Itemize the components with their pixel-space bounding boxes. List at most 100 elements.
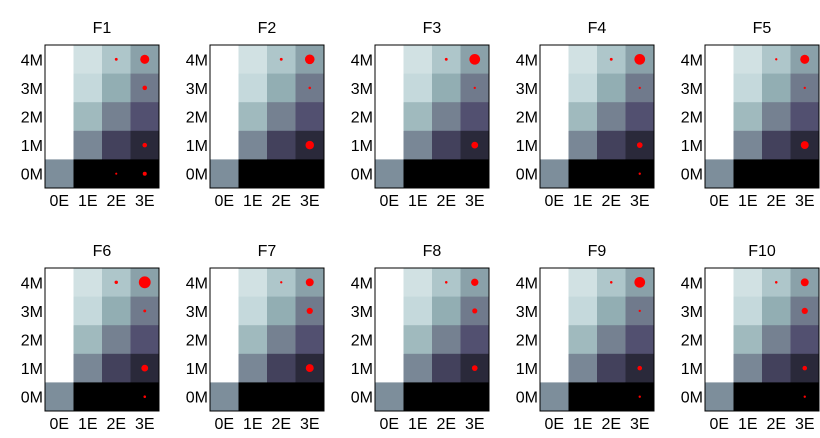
panel-title: F10 bbox=[748, 243, 776, 260]
heatmap-cell bbox=[210, 353, 239, 383]
x-tick-label: 2E bbox=[436, 416, 456, 433]
y-tick-label: 0M bbox=[351, 167, 373, 184]
heatmap-cell bbox=[568, 296, 598, 326]
x-tick-label: 2E bbox=[601, 416, 621, 433]
heatmap-cell bbox=[597, 296, 626, 326]
heatmap-cell bbox=[210, 382, 239, 412]
data-marker bbox=[305, 140, 314, 150]
panel-title: F8 bbox=[423, 243, 442, 260]
heatmap-cell bbox=[130, 325, 160, 355]
data-marker bbox=[305, 278, 314, 287]
heatmap-cell bbox=[568, 268, 598, 297]
axes-frame bbox=[539, 44, 655, 189]
heatmap-cell bbox=[238, 268, 268, 297]
x-tick-label: 3E bbox=[795, 416, 815, 433]
x-tick-label: 0E bbox=[544, 193, 564, 210]
y-tick-label: 2M bbox=[681, 333, 703, 350]
heatmap-cell bbox=[102, 353, 131, 383]
heatmap-cell bbox=[73, 45, 103, 74]
panel-F2: F2 4M 3M 2M 1M 0M 0E 1E 2E 3E bbox=[186, 20, 325, 210]
x-tick-label: 3E bbox=[300, 193, 320, 210]
heatmap-cell bbox=[45, 296, 74, 326]
x-tick-label: 2E bbox=[106, 193, 126, 210]
heatmap-cell bbox=[210, 130, 239, 160]
heatmap-cell bbox=[403, 130, 433, 160]
data-marker bbox=[803, 395, 806, 398]
heatmap-cell bbox=[375, 353, 404, 383]
data-marker bbox=[140, 54, 150, 64]
x-tick-label: 1E bbox=[573, 193, 593, 210]
y-tick-label: 4M bbox=[351, 275, 373, 292]
heatmap-cell bbox=[45, 382, 74, 412]
data-marker bbox=[444, 57, 448, 61]
x-tick-label: 3E bbox=[630, 193, 650, 210]
axes-frame bbox=[44, 44, 160, 189]
y-tick-label: 3M bbox=[186, 81, 208, 98]
heatmap-cell bbox=[432, 102, 461, 132]
x-tick-label: 2E bbox=[106, 416, 126, 433]
data-marker bbox=[800, 141, 809, 150]
heatmap-cell bbox=[45, 102, 74, 132]
x-tick-label: 1E bbox=[243, 416, 263, 433]
data-marker bbox=[471, 365, 478, 371]
y-tick-label: 0M bbox=[21, 390, 43, 407]
data-marker bbox=[114, 57, 118, 61]
x-tick-label: 1E bbox=[78, 416, 98, 433]
y-tick-label: 4M bbox=[186, 52, 208, 69]
heatmap-cell bbox=[733, 268, 763, 297]
y-tick-label: 2M bbox=[351, 333, 373, 350]
y-tick-label: 3M bbox=[681, 81, 703, 98]
x-tick-label: 0E bbox=[709, 416, 729, 433]
heatmap-cell bbox=[210, 73, 239, 103]
heatmap-cell bbox=[375, 73, 404, 103]
heatmap-cell bbox=[762, 353, 791, 383]
y-tick-label: 4M bbox=[516, 52, 538, 69]
panel-F3: F3 4M 3M 2M 1M 0M 0E 1E 2E 3E bbox=[351, 20, 490, 210]
heatmap-cell bbox=[238, 73, 268, 103]
x-tick-label: 0E bbox=[709, 193, 729, 210]
heatmap-cell bbox=[45, 45, 74, 74]
data-marker bbox=[472, 308, 478, 314]
y-tick-label: 1M bbox=[516, 361, 538, 378]
x-tick-label: 3E bbox=[795, 193, 815, 210]
axes-frame bbox=[539, 267, 655, 412]
heatmap-cell bbox=[432, 353, 461, 383]
heatmap-cell bbox=[733, 325, 763, 355]
data-marker bbox=[638, 395, 641, 398]
heatmap-cell bbox=[73, 159, 103, 189]
heatmap-cell bbox=[597, 159, 626, 189]
y-tick-label: 2M bbox=[351, 110, 373, 127]
y-tick-label: 2M bbox=[21, 333, 43, 350]
y-tick-label: 4M bbox=[186, 275, 208, 292]
x-tick-label: 1E bbox=[738, 193, 758, 210]
y-tick-label: 1M bbox=[21, 361, 43, 378]
data-marker bbox=[801, 307, 808, 315]
data-marker bbox=[471, 278, 479, 286]
y-tick-label: 1M bbox=[21, 138, 43, 155]
heatmap-cell bbox=[73, 325, 103, 355]
y-tick-label: 3M bbox=[681, 304, 703, 321]
y-tick-label: 2M bbox=[516, 110, 538, 127]
data-marker bbox=[800, 278, 809, 287]
x-tick-label: 1E bbox=[78, 193, 98, 210]
y-tick-label: 4M bbox=[681, 275, 703, 292]
x-tick-label: 2E bbox=[766, 416, 786, 433]
heatmap-cell bbox=[210, 102, 239, 132]
x-tick-label: 0E bbox=[379, 416, 399, 433]
y-tick-label: 3M bbox=[21, 81, 43, 98]
heatmap-cell bbox=[403, 353, 433, 383]
data-marker bbox=[634, 53, 646, 65]
heatmap-cell bbox=[733, 130, 763, 160]
heatmap-cell bbox=[790, 325, 820, 355]
heatmap-cell bbox=[733, 73, 763, 103]
heatmap-cell bbox=[267, 159, 296, 189]
y-tick-label: 3M bbox=[516, 81, 538, 98]
heatmap-cell bbox=[460, 102, 490, 132]
x-tick-label: 3E bbox=[465, 193, 485, 210]
heatmap-cell bbox=[267, 130, 296, 160]
x-tick-label: 1E bbox=[408, 416, 428, 433]
axes-frame bbox=[374, 44, 490, 189]
y-tick-label: 0M bbox=[351, 390, 373, 407]
panel-title: F9 bbox=[588, 243, 607, 260]
heatmap-cell bbox=[597, 353, 626, 383]
